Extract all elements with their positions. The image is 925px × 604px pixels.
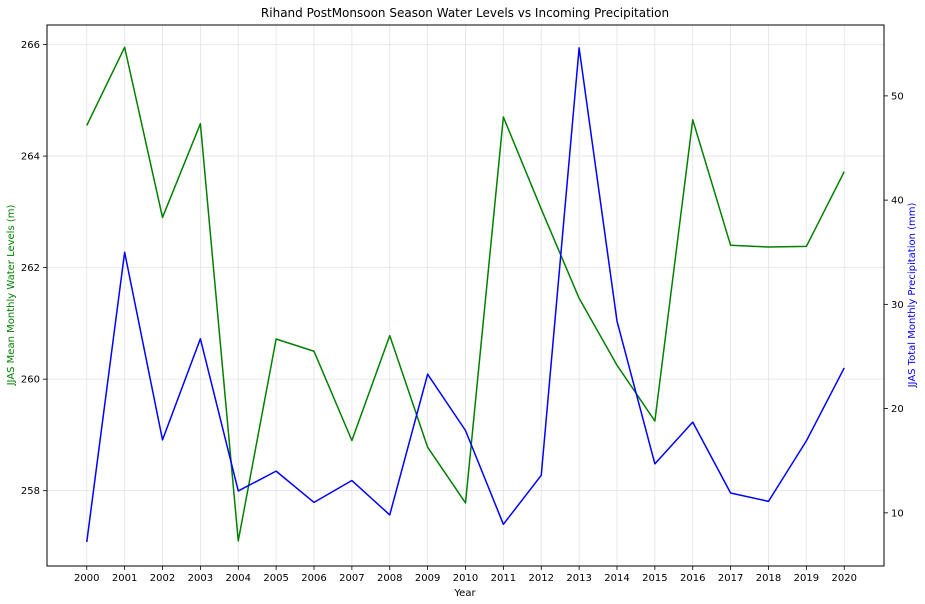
y-right-tick-label: 30 (891, 300, 904, 311)
series-layer (86, 46, 845, 543)
x-tick-label: 2003 (188, 573, 213, 584)
y-axis-right-label: JJAS Total Monthly Precipitation (mm) (907, 202, 918, 388)
x-tick-label: 2004 (226, 573, 251, 584)
y-right-tick-label: 40 (891, 196, 904, 207)
chart-title: Rihand PostMonsoon Season Water Levels v… (261, 6, 669, 20)
x-axis-label: Year (453, 588, 476, 599)
x-tick-label: 2013 (566, 573, 591, 584)
x-tick-label: 2010 (453, 573, 478, 584)
y-left-tick-label: 258 (21, 486, 40, 497)
grid-layer (47, 25, 884, 566)
x-tick-label: 2005 (263, 573, 288, 584)
y-axis-left-label: JJAS Mean Monthly Water Levels (m) (6, 205, 17, 387)
x-tick-label: 2002 (150, 573, 175, 584)
x-tick-label: 2011 (491, 573, 516, 584)
y-left-tick-label: 264 (21, 152, 40, 163)
x-tick-label: 2018 (756, 573, 781, 584)
x-tick-label: 2017 (718, 573, 743, 584)
y-right-tick-label: 20 (891, 404, 904, 415)
x-tick-label: 2014 (604, 573, 629, 584)
x-tick-label: 2001 (112, 573, 137, 584)
x-tick-label: 2009 (415, 573, 440, 584)
x-tick-label: 2019 (794, 573, 819, 584)
y-right-tick-label: 50 (891, 91, 904, 102)
x-tick-label: 2020 (832, 573, 857, 584)
y-left-tick-label: 260 (21, 375, 40, 386)
x-tick-label: 2015 (642, 573, 667, 584)
x-tick-label: 2008 (377, 573, 402, 584)
x-tick-label: 2006 (301, 573, 326, 584)
x-tick-label: 2000 (74, 573, 99, 584)
x-tick-label: 2012 (529, 573, 554, 584)
x-tick-label: 2007 (339, 573, 364, 584)
y-left-tick-label: 266 (21, 40, 40, 51)
y-right-tick-label: 10 (891, 508, 904, 519)
x-tick-label: 2016 (680, 573, 705, 584)
ticks-layer: 2000 2001 2002 2003 2004 2005 2006 2007 2008 2009… (21, 40, 904, 584)
y-left-tick-label: 262 (21, 263, 40, 274)
